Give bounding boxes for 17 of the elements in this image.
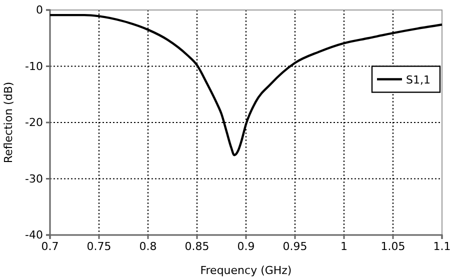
- y-tick-label: -40: [25, 228, 43, 242]
- x-axis-title: Frequency (GHz): [200, 264, 292, 277]
- x-tick-label: 0.7: [41, 240, 59, 253]
- x-tick-label: 0.8: [139, 240, 157, 253]
- x-tick-label: 0.75: [86, 240, 112, 253]
- x-tick-label: 0.9: [237, 240, 255, 253]
- legend-label: S1,1: [406, 73, 430, 86]
- y-tick-label: -20: [25, 116, 43, 130]
- x-tick-label: 1: [340, 240, 348, 253]
- x-tick-label: 1.05: [380, 240, 406, 253]
- y-tick-label: -30: [25, 172, 43, 186]
- x-tick-label: 0.85: [184, 240, 210, 253]
- x-tick-label: 0.95: [282, 240, 308, 253]
- y-tick-label: -10: [25, 60, 43, 73]
- y-axis-title: Reflection (dB): [2, 82, 15, 164]
- y-tick-label: 0: [36, 4, 43, 17]
- x-tick-label: 1.1: [433, 240, 451, 253]
